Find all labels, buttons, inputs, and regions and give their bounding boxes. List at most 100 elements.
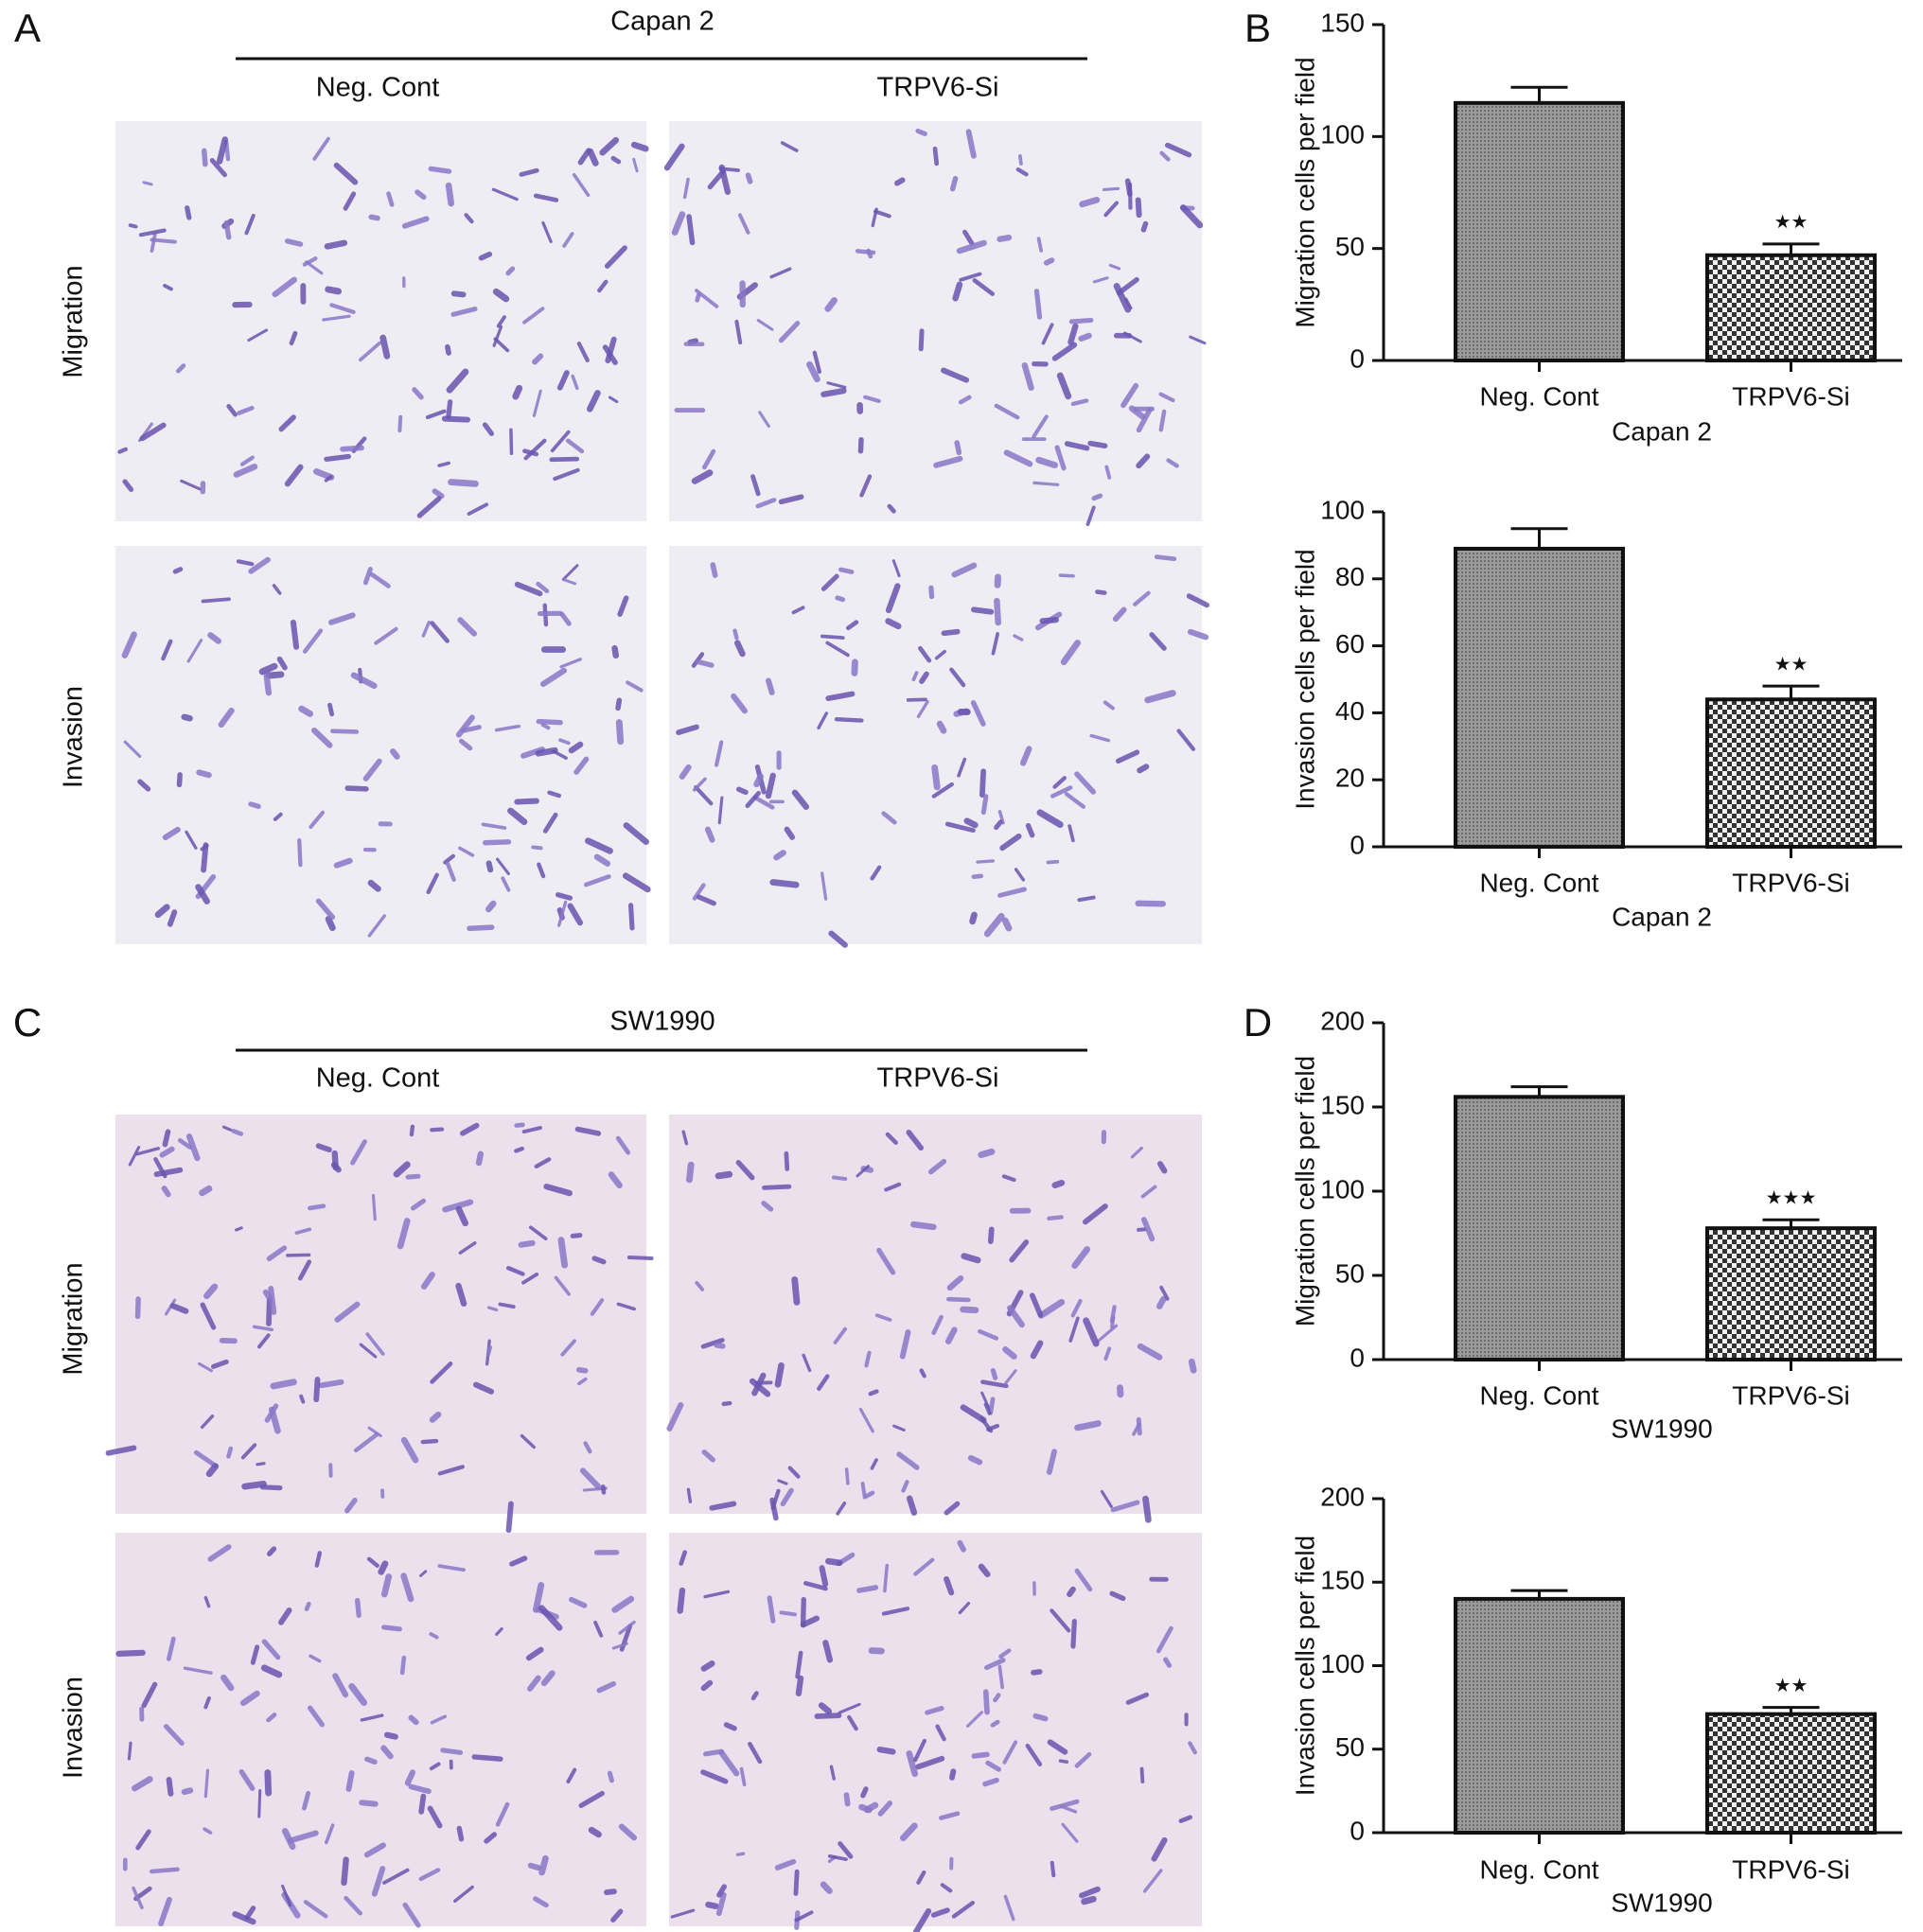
cell-stain [870, 865, 882, 881]
cell-stain [876, 1247, 896, 1275]
y-tick-label: 0 [1350, 343, 1365, 373]
cell-stain [258, 662, 278, 676]
cell-stain [691, 469, 714, 484]
cell-stain [941, 628, 961, 637]
cell-stain [371, 1193, 377, 1221]
cell-stain [264, 1769, 273, 1797]
cell-stain [885, 618, 902, 630]
cell-stain [1068, 317, 1094, 325]
y-tick-label: 150 [1320, 1090, 1365, 1119]
cell-stain [345, 1770, 355, 1792]
cell-stain [599, 136, 620, 156]
cell-stain [1140, 220, 1149, 233]
cell-stain [1140, 1185, 1157, 1199]
cell-stain [1122, 331, 1142, 343]
cell-stain [1137, 764, 1150, 774]
cell-stain [1052, 776, 1067, 789]
cell-stain [1156, 1625, 1173, 1654]
bar [1454, 1596, 1625, 1835]
cell-stain [987, 1226, 995, 1245]
cell-stain [833, 1326, 847, 1344]
cell-stain [464, 213, 474, 224]
cell-stain [161, 1186, 171, 1198]
cell-stain [963, 817, 979, 829]
cell-stain [591, 1256, 607, 1265]
bar [1454, 546, 1625, 849]
cell-stain [864, 1350, 872, 1368]
cell-stain [512, 384, 523, 400]
cell-stain [939, 1811, 961, 1820]
cell-stain [694, 784, 714, 806]
cell-stain [714, 740, 724, 767]
cell-stain [1187, 628, 1209, 641]
cell-stain [615, 1135, 631, 1155]
cell-stain [978, 1563, 991, 1578]
cell-stain [532, 353, 544, 365]
bar [1454, 100, 1625, 362]
cell-stain [203, 1595, 211, 1608]
cell-stain [299, 1394, 306, 1404]
cell-stain [881, 1607, 910, 1616]
cell-stain [534, 1157, 552, 1169]
cell-stain [256, 1462, 266, 1467]
cell-stain [834, 717, 864, 723]
cell-stain [1043, 257, 1055, 266]
cell-stain [382, 1868, 410, 1885]
cell-stain [483, 839, 512, 846]
cell-stain [429, 1762, 441, 1771]
cell-stain [492, 325, 503, 347]
cell-stain [611, 645, 619, 659]
cell-stain [177, 1138, 193, 1150]
cell-stain [1025, 1743, 1043, 1767]
cell-stain [485, 860, 494, 873]
cell-stain [304, 1601, 311, 1611]
row-label: Migration [59, 265, 89, 378]
cell-stain [748, 1741, 763, 1765]
cell-stain [755, 498, 777, 509]
cell-stain [972, 278, 996, 296]
cell-stain [1015, 167, 1029, 177]
cell-stain [509, 428, 514, 456]
cell-stain [791, 1276, 801, 1306]
cell-stain [333, 162, 359, 185]
cell-stain [578, 1790, 605, 1809]
cell-stain [766, 677, 775, 695]
cell-stain [186, 639, 203, 663]
cell-stain [445, 343, 451, 356]
cell-stain [287, 1830, 319, 1844]
x-axis-label: Capan 2 [1612, 902, 1712, 931]
cell-stain [359, 341, 381, 362]
cell-stain [207, 1544, 232, 1562]
cell-stain [415, 189, 427, 201]
cell-stain [1059, 1804, 1078, 1814]
cell-stain [608, 1171, 623, 1189]
y-tick-label: 50 [1335, 232, 1365, 261]
cell-stain [514, 798, 539, 805]
cell-stain [1058, 1759, 1069, 1765]
cell-stain [1082, 1203, 1108, 1225]
cell-stain [154, 904, 170, 919]
cell-stain [704, 826, 715, 843]
x-tick-label: TRPV6-Si [1732, 1854, 1849, 1884]
cell-stain [341, 1856, 349, 1887]
cell-stain [617, 595, 629, 617]
cell-stain [412, 387, 424, 400]
cell-stain [1189, 335, 1207, 345]
y-tick-label: 40 [1335, 696, 1365, 726]
cell-stain [537, 862, 546, 879]
cell-stain [138, 228, 167, 237]
cell-stain [588, 1826, 602, 1838]
cell-stain [481, 822, 507, 830]
cell-stain [756, 318, 774, 331]
cell-stain [302, 1790, 311, 1811]
cell-stain [211, 1359, 229, 1369]
cell-stain [970, 700, 986, 727]
y-tick-label: 0 [1350, 830, 1365, 859]
cell-stain [248, 556, 271, 574]
cell-stain [695, 1280, 705, 1291]
cell-stain [260, 1664, 283, 1678]
micrograph [115, 546, 646, 944]
cell-stain [858, 1407, 874, 1433]
cell-stain [812, 350, 822, 375]
cell-stain [324, 453, 351, 462]
